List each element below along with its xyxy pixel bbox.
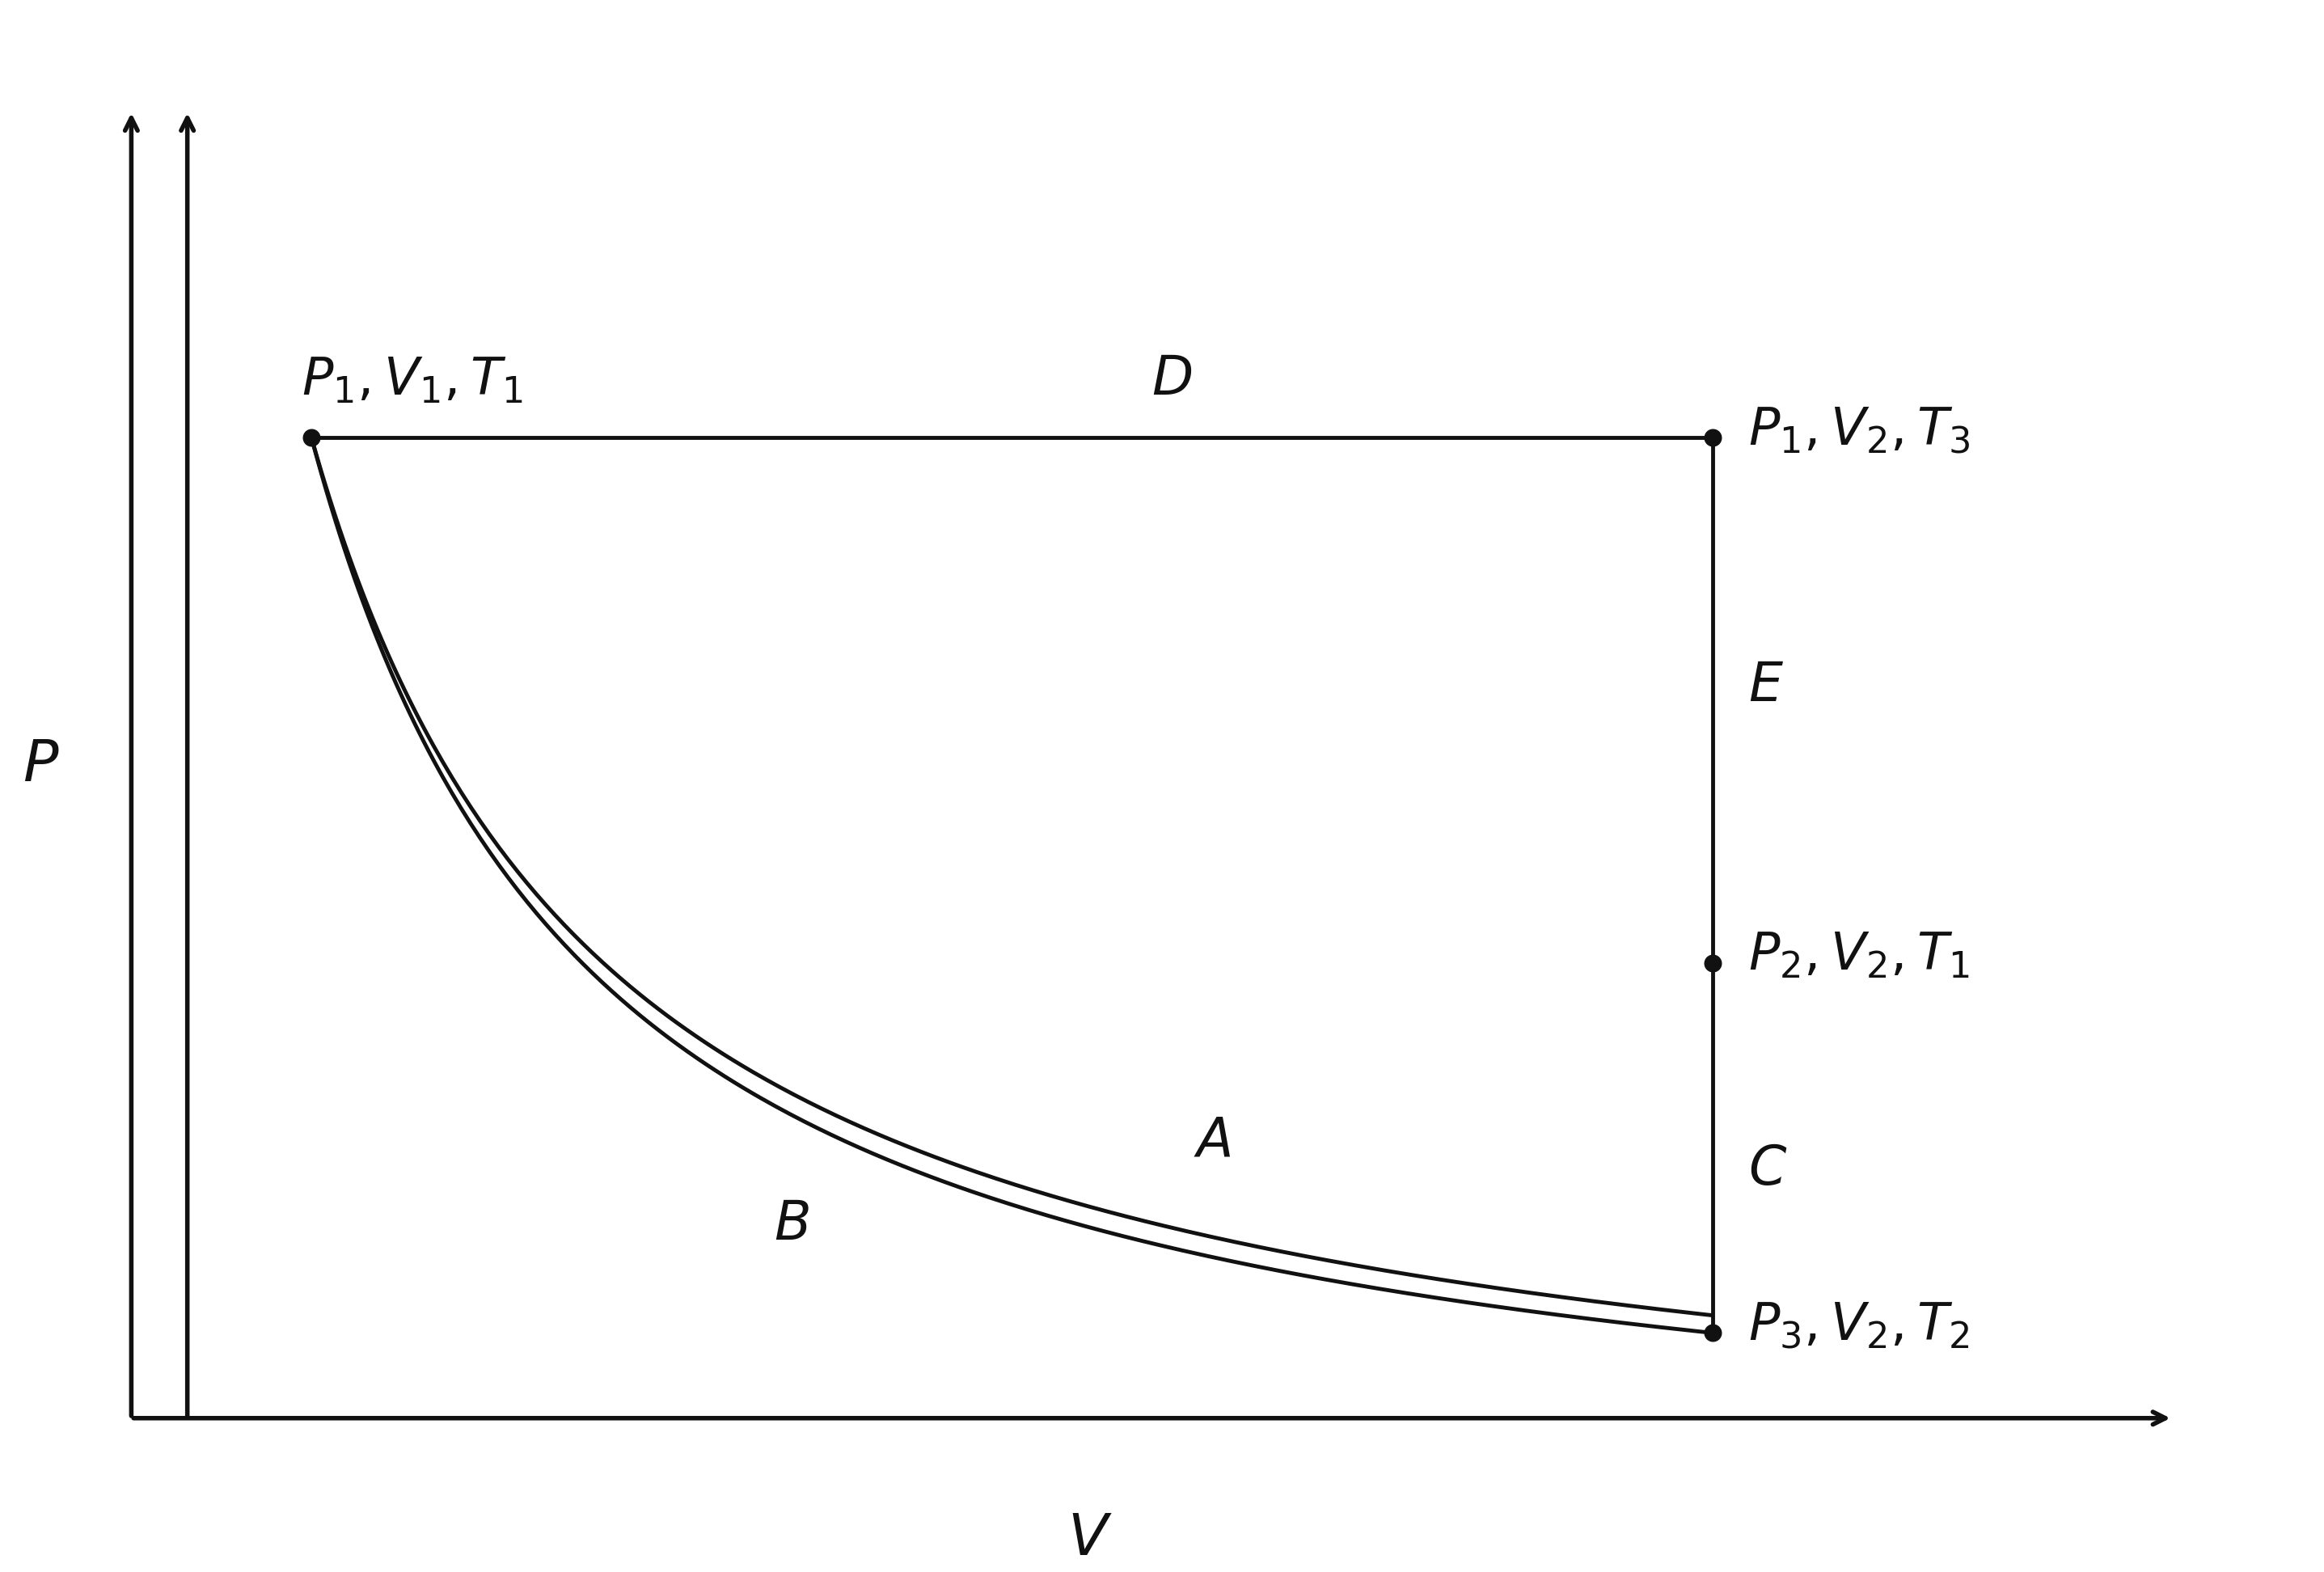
Point (1694, 1320, 1731, 1346)
Text: $P_1, V_1, T_1$: $P_1, V_1, T_1$ (302, 357, 523, 406)
Text: $P_3, V_2, T_2$: $P_3, V_2, T_2$ (1748, 1300, 1968, 1350)
Text: $V$: $V$ (1067, 1511, 1111, 1567)
Point (1694, 424, 1731, 450)
Text: $P_1, V_2, T_3$: $P_1, V_2, T_3$ (1748, 406, 1971, 456)
Text: $P$: $P$ (23, 736, 60, 792)
Point (293, 424, 330, 450)
Text: $A$: $A$ (1192, 1115, 1232, 1168)
Text: $E$: $E$ (1748, 660, 1785, 712)
Text: $C$: $C$ (1748, 1143, 1787, 1196)
Text: $B$: $B$ (774, 1198, 809, 1251)
Text: $P_2, V_2, T_1$: $P_2, V_2, T_1$ (1748, 931, 1968, 981)
Point (1694, 951, 1731, 976)
Text: $D$: $D$ (1153, 354, 1192, 406)
